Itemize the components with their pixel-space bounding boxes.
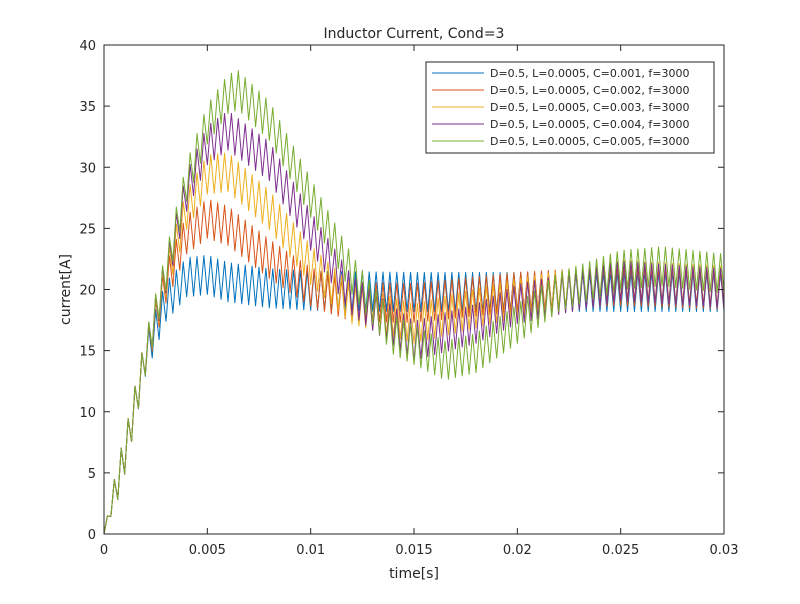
y-tick-label: 35 [79,100,96,115]
series-line-1 [103,255,725,535]
series-layer [103,70,725,535]
y-tick-label: 0 [88,528,96,543]
legend-entry-label: D=0.5, L=0.0005, C=0.001, f=3000 [490,67,689,80]
y-tick-label: 40 [79,39,96,54]
y-tick-label: 5 [88,467,96,482]
x-tick-label: 0.01 [296,543,325,558]
legend-entry-label: D=0.5, L=0.0005, C=0.002, f=3000 [490,84,689,97]
legend-entry-label: D=0.5, L=0.0005, C=0.005, f=3000 [490,135,689,148]
legend-box [425,61,715,154]
y-tick-label: 15 [79,345,96,360]
legend: D=0.5, L=0.0005, C=0.001, f=3000 D=0.5, L… [425,61,715,154]
y-tick-label: 25 [79,222,96,237]
x-tick-label: 0.015 [395,543,432,558]
y-tick-label: 30 [79,161,96,176]
series-line-2 [103,199,725,535]
x-tick-label: 0.005 [189,543,226,558]
x-tick-label: 0.025 [602,543,639,558]
x-tick-label: 0.03 [710,543,739,558]
y-axis-label: current[A] [58,254,74,325]
series-line-5 [103,70,725,535]
chart-title: Inductor Current, Cond=3 [324,26,505,42]
legend-entry-label: D=0.5, L=0.0005, C=0.004, f=3000 [490,118,689,131]
x-axis-label: time[s] [389,566,439,582]
y-tick-label: 20 [79,284,96,299]
legend-entry-label: D=0.5, L=0.0005, C=0.003, f=3000 [490,101,689,114]
axes-layer: 0 0.005 0.01 0.015 0.02 0.025 0.03 0 5 10 15 20 25 30… [79,39,738,558]
x-tick-label: 0 [100,543,108,558]
x-tick-label: 0.02 [503,543,532,558]
y-tick-label: 10 [79,406,96,421]
